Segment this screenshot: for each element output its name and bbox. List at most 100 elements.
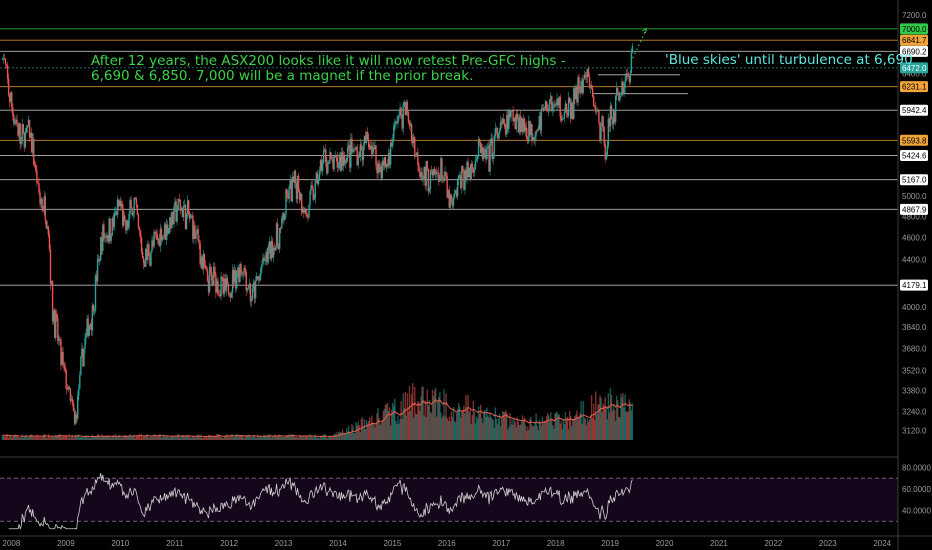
candle bbox=[115, 211, 118, 216]
volume-bar bbox=[456, 409, 459, 440]
volume-bar bbox=[101, 434, 103, 440]
volume-bar bbox=[128, 435, 130, 440]
volume-bar bbox=[303, 435, 305, 440]
volume-bar bbox=[474, 423, 477, 440]
candle-body bbox=[139, 230, 142, 238]
level-tag-label: 5593.8 bbox=[902, 136, 927, 145]
volume-bar bbox=[558, 414, 560, 440]
volume-bar bbox=[455, 412, 458, 440]
candle-body bbox=[83, 348, 85, 367]
volume-bar bbox=[340, 432, 343, 440]
candle-body bbox=[202, 254, 205, 269]
candle-body bbox=[252, 282, 255, 289]
candle bbox=[277, 243, 280, 251]
volume-bar bbox=[445, 393, 447, 440]
candle bbox=[609, 101, 612, 133]
candle bbox=[378, 159, 380, 175]
volume-pane bbox=[1, 383, 634, 440]
candle bbox=[235, 267, 237, 293]
candle bbox=[536, 128, 538, 134]
volume-bar bbox=[267, 434, 269, 440]
volume-bar bbox=[579, 413, 581, 440]
candle bbox=[185, 212, 188, 230]
candle-body bbox=[89, 323, 91, 326]
volume-bar bbox=[81, 437, 83, 440]
candle bbox=[268, 236, 270, 254]
candle bbox=[526, 121, 528, 141]
year-label-2010: 2010 bbox=[111, 539, 129, 548]
candle-body bbox=[228, 293, 231, 295]
candle-body bbox=[621, 81, 623, 96]
candle-body bbox=[478, 139, 481, 143]
candle-body bbox=[304, 208, 306, 213]
candle-body bbox=[361, 150, 364, 161]
candle bbox=[334, 150, 336, 158]
volume-bar bbox=[61, 437, 63, 440]
candle bbox=[29, 132, 32, 139]
candle-body bbox=[129, 199, 131, 215]
candle bbox=[214, 262, 216, 277]
volume-bar bbox=[426, 389, 428, 440]
candle bbox=[495, 126, 498, 135]
candle bbox=[95, 270, 98, 286]
candle bbox=[584, 72, 587, 81]
candle bbox=[613, 109, 616, 124]
candle bbox=[215, 271, 217, 299]
candle-body bbox=[396, 121, 398, 124]
candle-body bbox=[348, 145, 350, 148]
candle-body bbox=[190, 217, 192, 219]
volume-bar bbox=[84, 435, 86, 440]
candle-body bbox=[420, 172, 422, 178]
volume-bar bbox=[189, 436, 191, 440]
volume-bar bbox=[575, 414, 577, 440]
candle bbox=[619, 91, 621, 103]
candle-body bbox=[473, 169, 476, 173]
candle-body bbox=[363, 135, 366, 146]
candle bbox=[189, 211, 191, 223]
volume-bar bbox=[218, 434, 220, 440]
candle bbox=[55, 308, 57, 341]
candle-body bbox=[232, 270, 235, 283]
volume-bar bbox=[119, 437, 122, 440]
volume-bar bbox=[552, 425, 554, 440]
volume-bar bbox=[41, 436, 43, 440]
candle-body bbox=[125, 220, 127, 231]
candle bbox=[539, 112, 542, 135]
candle-body bbox=[77, 395, 79, 419]
volume-bar bbox=[389, 425, 392, 440]
candle bbox=[183, 199, 186, 209]
candle-body bbox=[495, 128, 498, 129]
volume-bar bbox=[555, 412, 557, 440]
candle-body bbox=[57, 318, 59, 341]
candle bbox=[216, 278, 218, 294]
volume-bar bbox=[176, 434, 178, 440]
volume-bar bbox=[156, 435, 158, 440]
candle bbox=[612, 107, 615, 131]
candle bbox=[81, 342, 83, 359]
candle bbox=[272, 245, 275, 262]
volume-bar bbox=[350, 433, 352, 440]
candle bbox=[25, 125, 28, 133]
volume-bar bbox=[153, 434, 155, 440]
candle-body bbox=[349, 145, 351, 168]
volume-bar bbox=[581, 423, 583, 440]
candle-body bbox=[258, 278, 260, 281]
candle-body bbox=[324, 149, 326, 151]
candle-body bbox=[318, 170, 321, 180]
candle-body bbox=[512, 110, 514, 121]
candle bbox=[418, 162, 420, 173]
blue-skies-annotation: 'Blue skies' until turbulence at 6,690 bbox=[665, 52, 913, 68]
rsi-tick-label: 40.0000 bbox=[902, 506, 931, 515]
candle bbox=[44, 192, 46, 225]
candle bbox=[542, 103, 545, 112]
volume-bar bbox=[544, 421, 547, 440]
volume-bar bbox=[444, 416, 446, 440]
candle-body bbox=[41, 198, 43, 209]
candle bbox=[94, 273, 97, 314]
candle bbox=[590, 80, 593, 90]
volume-bar bbox=[116, 437, 119, 440]
candle bbox=[66, 383, 68, 390]
volume-bar bbox=[102, 436, 104, 440]
rsi-line bbox=[8, 472, 633, 531]
